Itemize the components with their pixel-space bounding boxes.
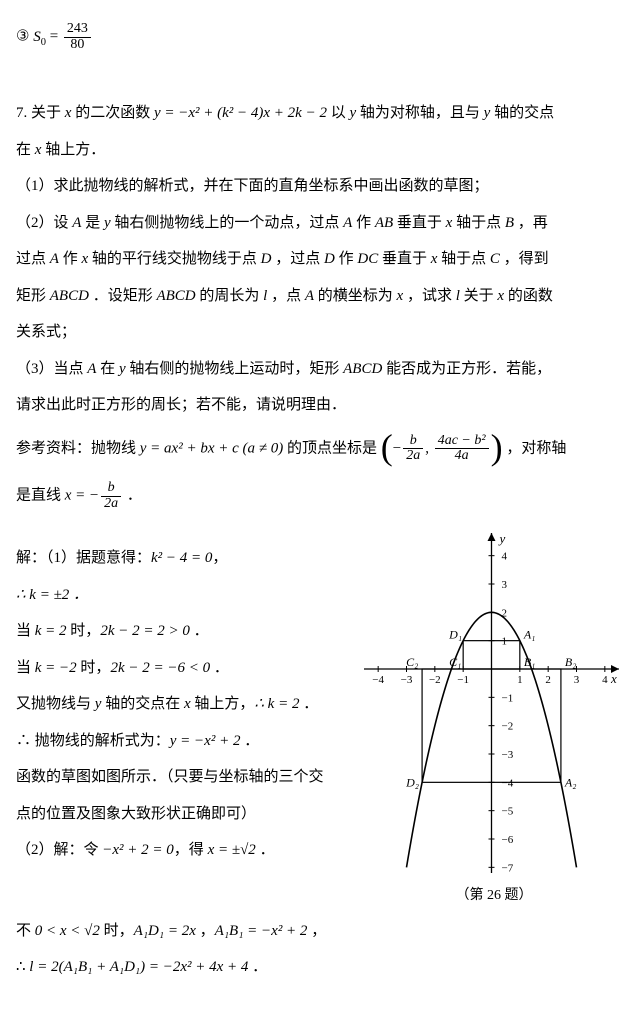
svg-text:D₁: D₁ bbox=[448, 628, 462, 642]
svg-text:−3: −3 bbox=[502, 749, 514, 761]
svg-text:2: 2 bbox=[545, 674, 551, 686]
svg-text:−1: −1 bbox=[457, 674, 469, 686]
svg-text:−2: −2 bbox=[502, 721, 514, 733]
eq3-fraction: 243 80 bbox=[64, 22, 91, 52]
svg-text:B₂: B₂ bbox=[565, 655, 577, 669]
solution-2-line2: 不 0 < x < √2 时，A₁D₁ = 2x ，A₁B₁ = −x² + 2… bbox=[16, 920, 624, 943]
reference-line1: 参考资料：抛物线 y = ax² + bx + c (a ≠ 0) 的顶点坐标是… bbox=[16, 431, 624, 467]
graph-caption: （第 26 题） bbox=[364, 885, 624, 906]
svg-text:C₂: C₂ bbox=[406, 655, 418, 669]
svg-text:D₂: D₂ bbox=[405, 776, 419, 790]
svg-text:y: y bbox=[498, 533, 506, 546]
svg-text:1: 1 bbox=[517, 674, 523, 686]
problem-7-part2-line2: 过点 A 作 x 轴的平行线交抛物线于点 D ，过点 D 作 DC 垂直于 x … bbox=[16, 248, 624, 271]
problem-7-part3-line1: （3）当点 A 在 y 轴右侧的抛物线上运动时，矩形 ABCD 能否成为正方形．… bbox=[16, 358, 624, 381]
problem-7-part3-line2: 请求出此时正方形的周长；若不能，请说明理由． bbox=[16, 394, 624, 417]
eq3-label: ③ bbox=[16, 29, 29, 45]
eq-3: ③ S0 = 243 80 bbox=[16, 22, 624, 52]
svg-text:4: 4 bbox=[502, 551, 508, 563]
problem-7-intro-line1: 7. 关于 x 的二次函数 y = −x² + (k² − 4)x + 2k −… bbox=[16, 102, 624, 125]
svg-text:−7: −7 bbox=[502, 863, 514, 874]
svg-text:3: 3 bbox=[574, 674, 580, 686]
graph-panel: xy−4−3−2−11234−7−6−5−4−3−2−11234D₁A₁C₁B₁… bbox=[364, 533, 624, 906]
solution-and-graph: 解：（1）据题意得：k² − 4 = 0， ∴ k = ±2 ． 当 k = 2… bbox=[16, 533, 624, 906]
svg-text:4: 4 bbox=[602, 674, 608, 686]
solution-2-line3: ∴ l = 2(A₁B₁ + A₁D₁) = −2x² + 4x + 4 ． bbox=[16, 956, 624, 979]
problem-7-part2-line3: 矩形 ABCD ．设矩形 ABCD 的周长为 l ，点 A 的横坐标为 x ，试… bbox=[16, 285, 624, 308]
svg-text:−3: −3 bbox=[401, 674, 413, 686]
svg-text:1: 1 bbox=[502, 636, 508, 648]
svg-text:3: 3 bbox=[502, 579, 508, 591]
problem-7-intro-line2: 在 x 轴上方． bbox=[16, 139, 624, 162]
svg-text:−5: −5 bbox=[502, 806, 514, 818]
reference-line2: 是直线 x = −b2a ． bbox=[16, 481, 624, 511]
problem-7-part1: （1）求此抛物线的解析式，并在下面的直角坐标系中画出函数的草图； bbox=[16, 175, 624, 198]
svg-text:C₁: C₁ bbox=[449, 655, 461, 669]
problem-7-part2-line1: （2）设 A 是 y 轴右侧抛物线上的一个动点，过点 A 作 AB 垂直于 x … bbox=[16, 212, 624, 235]
svg-text:A₂: A₂ bbox=[564, 776, 577, 790]
svg-text:A₁: A₁ bbox=[523, 628, 536, 642]
svg-text:−4: −4 bbox=[372, 674, 384, 686]
svg-text:−6: −6 bbox=[502, 834, 514, 846]
svg-text:−4: −4 bbox=[502, 778, 514, 790]
svg-text:x: x bbox=[610, 671, 617, 686]
parabola-graph: xy−4−3−2−11234−7−6−5−4−3−2−11234D₁A₁C₁B₁… bbox=[364, 533, 619, 873]
svg-text:−2: −2 bbox=[429, 674, 441, 686]
svg-text:B₁: B₁ bbox=[524, 655, 536, 669]
problem-7-part2-line4: 关系式； bbox=[16, 321, 624, 344]
solution-text: 解：（1）据题意得：k² − 4 = 0， ∴ k = ±2 ． 当 k = 2… bbox=[16, 533, 356, 876]
svg-text:−1: −1 bbox=[502, 693, 514, 705]
